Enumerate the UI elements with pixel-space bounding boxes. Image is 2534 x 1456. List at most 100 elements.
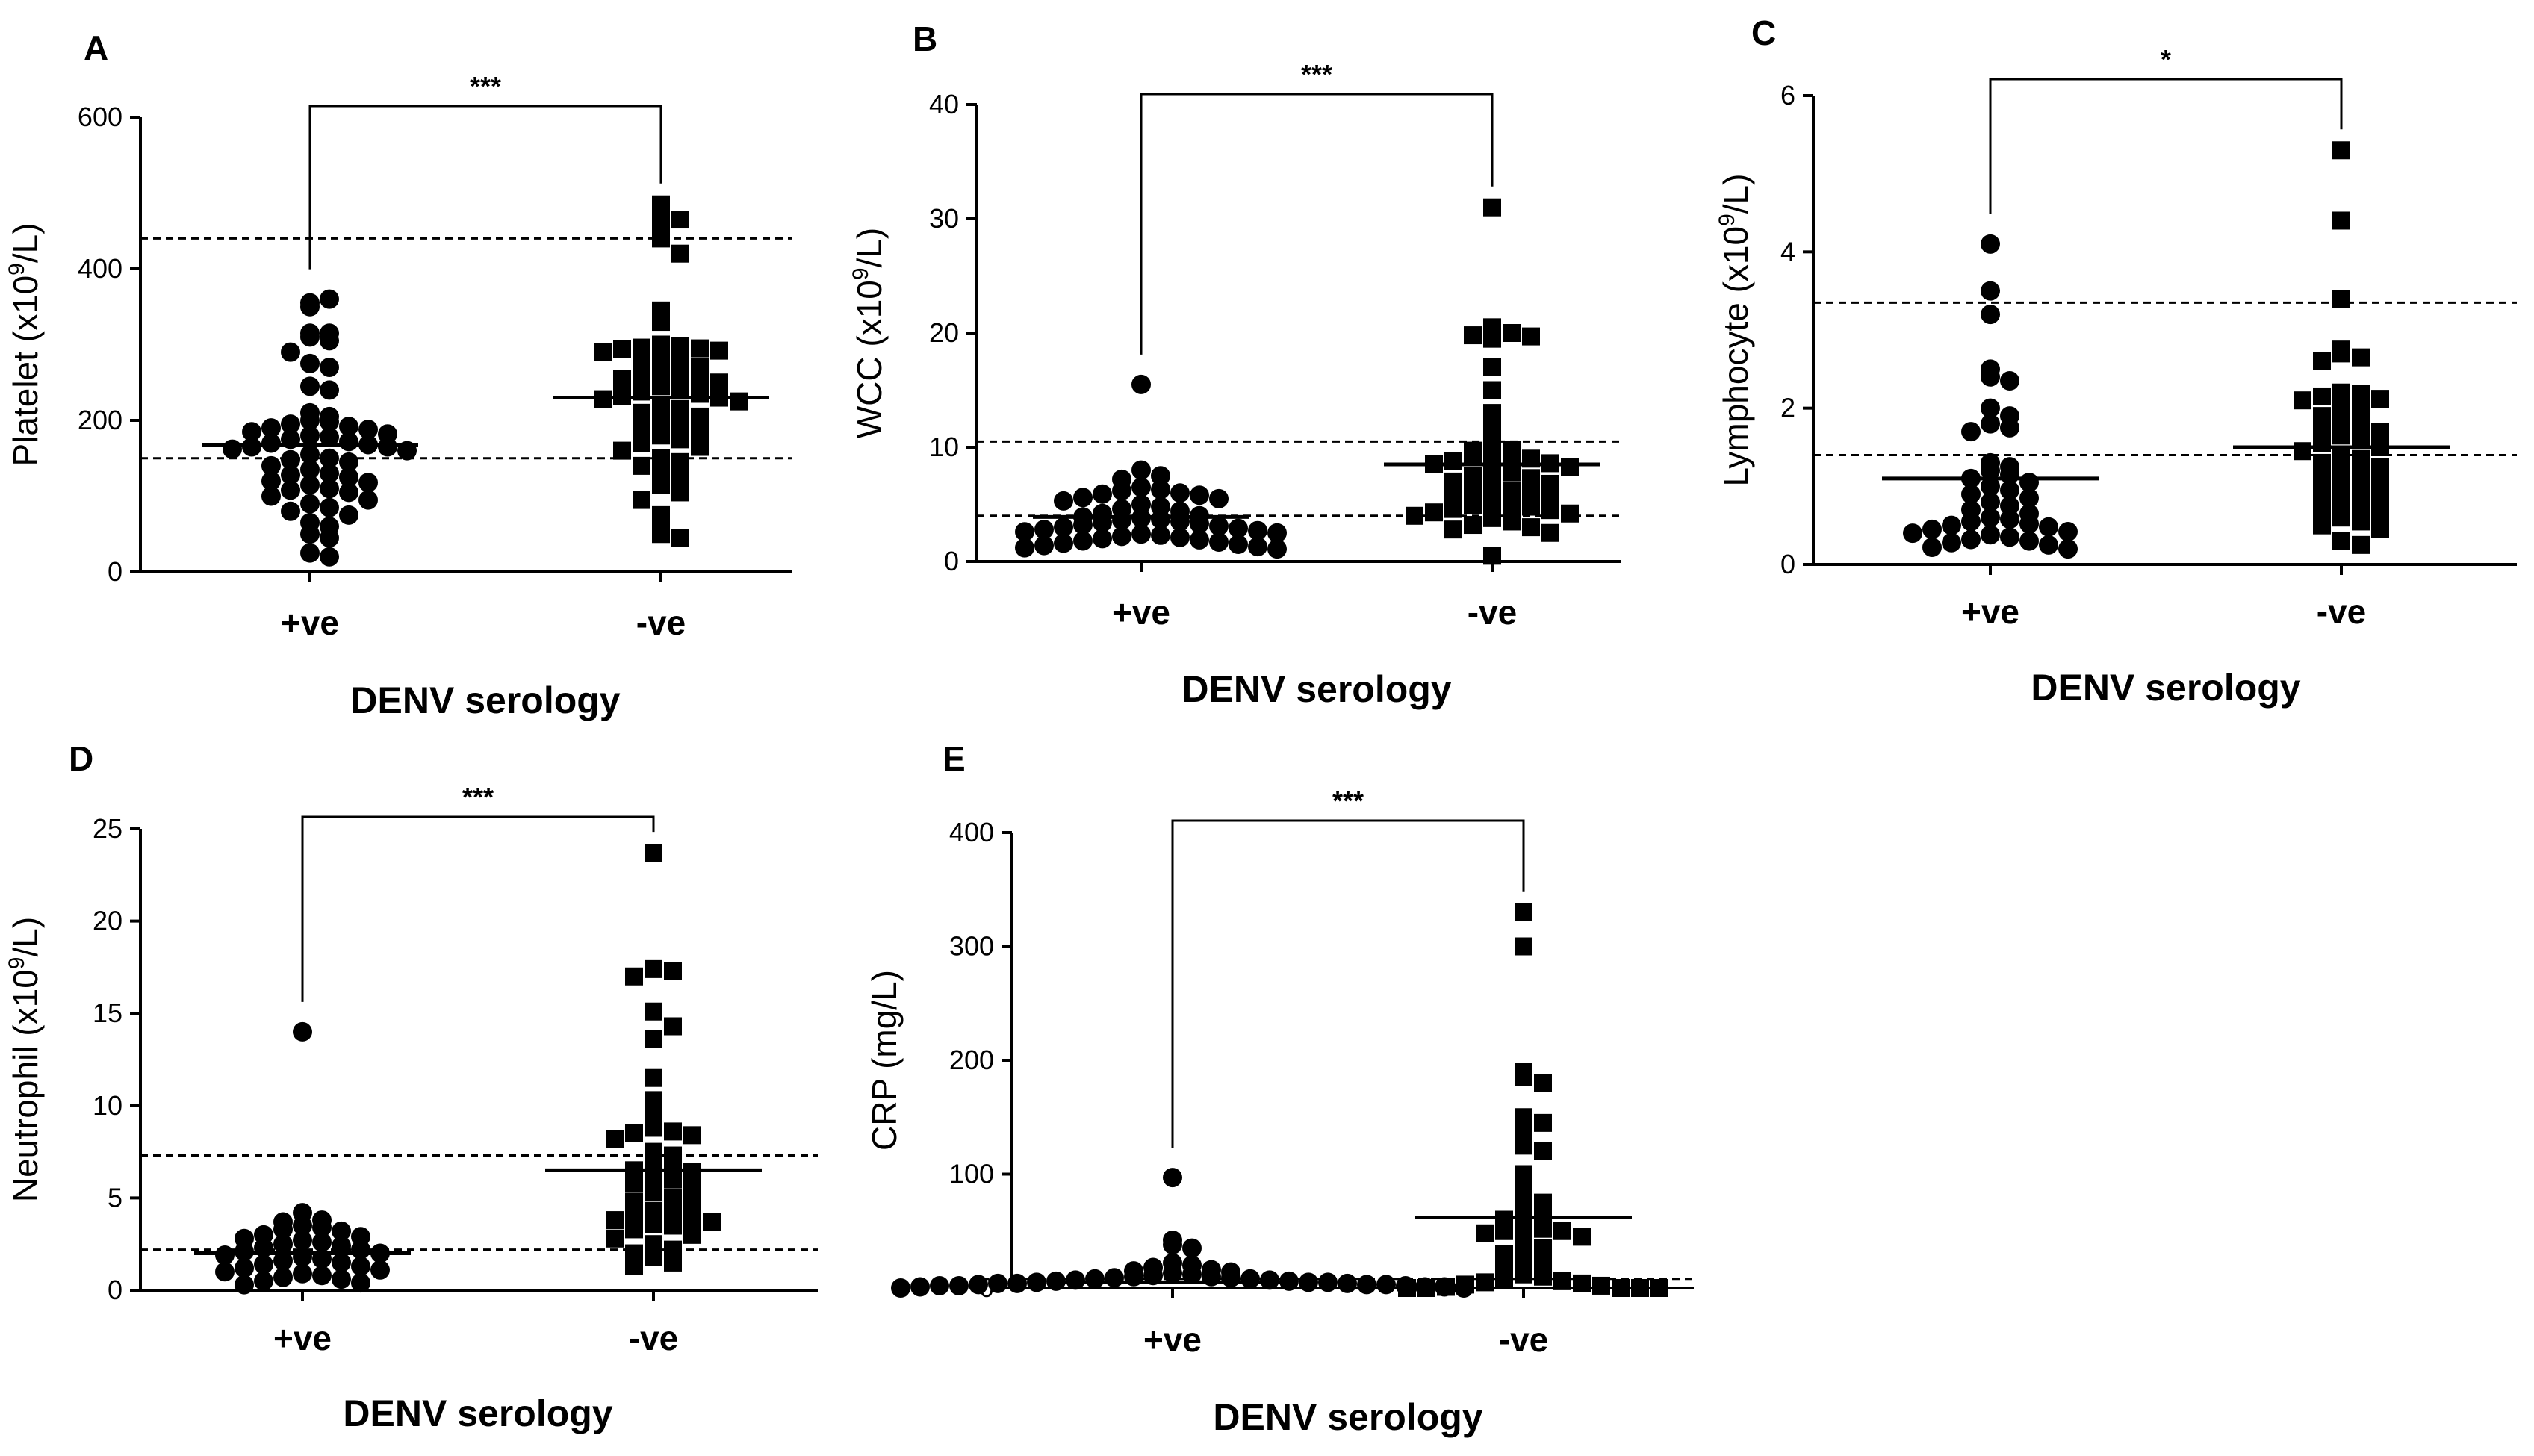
data-point-negative xyxy=(1495,1245,1513,1263)
data-point-negative xyxy=(633,434,650,452)
data-point-negative xyxy=(1592,1276,1610,1295)
data-point-negative xyxy=(606,1211,624,1230)
data-point-negative xyxy=(1483,329,1501,348)
data-point-positive xyxy=(1073,488,1093,508)
data-point-positive xyxy=(242,437,261,457)
data-point-positive xyxy=(235,1275,254,1295)
data-point-negative xyxy=(625,1257,643,1275)
data-point-positive xyxy=(988,1273,1007,1293)
data-point-positive xyxy=(949,1275,969,1295)
data-point-positive xyxy=(1073,515,1093,535)
data-point-positive xyxy=(281,414,300,435)
data-point-negative xyxy=(1515,1119,1532,1138)
data-point-negative xyxy=(1503,446,1521,464)
data-point-negative xyxy=(1483,404,1501,423)
data-point-negative xyxy=(1515,1136,1532,1155)
data-point-positive xyxy=(1034,520,1054,540)
data-point-negative xyxy=(652,362,670,381)
data-point-negative xyxy=(1573,1228,1591,1246)
significance-bracket xyxy=(1989,78,2343,214)
data-point-negative xyxy=(652,346,670,365)
y-axis-label-superscript: 9 xyxy=(4,263,29,276)
data-point-negative xyxy=(2332,461,2350,480)
y-tick-label: 10 xyxy=(93,1090,122,1121)
y-axis-label: Platelet (x109/L) xyxy=(4,223,45,466)
data-point-positive xyxy=(358,473,378,493)
y-tick-label: 25 xyxy=(93,813,122,844)
data-point-negative xyxy=(625,1174,643,1192)
panel-letter: A xyxy=(84,28,108,67)
y-axis-label-main: Lymphocyte (x10 xyxy=(1716,226,1755,487)
data-point-negative xyxy=(1534,1142,1552,1160)
data-point-positive xyxy=(312,1217,332,1237)
data-point-positive xyxy=(1190,529,1209,550)
data-point-negative xyxy=(1522,327,1540,346)
data-point-negative xyxy=(691,407,709,426)
category-label: +ve xyxy=(1112,593,1170,632)
data-point-positive xyxy=(1961,529,1981,550)
x-axis-label: DENV serology xyxy=(1213,1396,1482,1438)
data-point-negative xyxy=(691,339,709,358)
data-point-negative xyxy=(1483,508,1501,527)
significance-label: *** xyxy=(470,71,501,102)
data-point-positive xyxy=(293,1263,312,1284)
data-point-negative xyxy=(2352,497,2370,515)
data-point-negative xyxy=(652,525,670,544)
data-point-positive xyxy=(358,420,378,440)
data-point-positive xyxy=(1981,492,2000,512)
data-point-positive xyxy=(378,437,397,457)
data-point-negative xyxy=(633,403,650,422)
data-point-negative xyxy=(1483,198,1501,217)
data-point-negative xyxy=(652,476,670,494)
data-point-negative xyxy=(683,1126,701,1145)
data-point-positive xyxy=(1170,527,1190,547)
data-point-positive xyxy=(312,1232,332,1252)
data-point-negative xyxy=(2352,399,2370,417)
data-point-positive xyxy=(1054,491,1073,511)
data-point-negative xyxy=(691,367,709,386)
data-point-positive xyxy=(1229,518,1248,538)
data-point-negative xyxy=(2313,387,2331,405)
data-point-negative xyxy=(1515,1216,1532,1235)
data-point-positive xyxy=(320,412,339,432)
data-point-negative xyxy=(730,392,748,411)
data-point-negative xyxy=(2332,493,2350,511)
data-point-positive xyxy=(1131,374,1151,394)
data-point-positive xyxy=(1015,522,1034,542)
data-point-positive xyxy=(254,1271,273,1291)
data-point-negative xyxy=(1483,421,1501,440)
data-point-negative xyxy=(645,1248,662,1266)
data-point-positive xyxy=(1066,1270,1085,1290)
data-point-positive xyxy=(1054,533,1073,553)
data-point-positive xyxy=(281,449,300,470)
data-point-negative xyxy=(2294,391,2311,410)
data-point-positive xyxy=(1007,1273,1027,1293)
data-point-positive xyxy=(1267,539,1287,559)
data-point-negative xyxy=(613,340,631,358)
data-point-positive xyxy=(1209,488,1229,508)
data-point-negative xyxy=(645,1030,662,1048)
data-point-negative xyxy=(1631,1279,1649,1297)
data-point-positive xyxy=(1190,514,1209,534)
data-point-positive xyxy=(910,1277,930,1297)
data-point-negative xyxy=(2332,141,2350,160)
category-label: +ve xyxy=(1961,592,2019,631)
data-point-negative xyxy=(645,1119,662,1137)
category-label: +ve xyxy=(273,1319,332,1357)
data-point-negative xyxy=(645,1215,662,1233)
data-point-negative xyxy=(1650,1279,1668,1297)
data-point-positive xyxy=(930,1275,949,1295)
data-point-negative xyxy=(613,441,631,460)
data-point-negative xyxy=(2313,500,2331,519)
data-point-negative xyxy=(645,959,662,978)
data-point-negative xyxy=(606,1229,624,1248)
data-point-positive xyxy=(1240,1269,1260,1289)
category-label: +ve xyxy=(1143,1320,1202,1359)
data-point-positive xyxy=(1981,414,2000,434)
y-tick-label: 5 xyxy=(108,1182,122,1213)
data-point-negative xyxy=(2332,211,2350,230)
data-point-positive xyxy=(339,467,358,488)
data-point-negative xyxy=(671,211,689,229)
data-point-positive xyxy=(293,1247,312,1267)
